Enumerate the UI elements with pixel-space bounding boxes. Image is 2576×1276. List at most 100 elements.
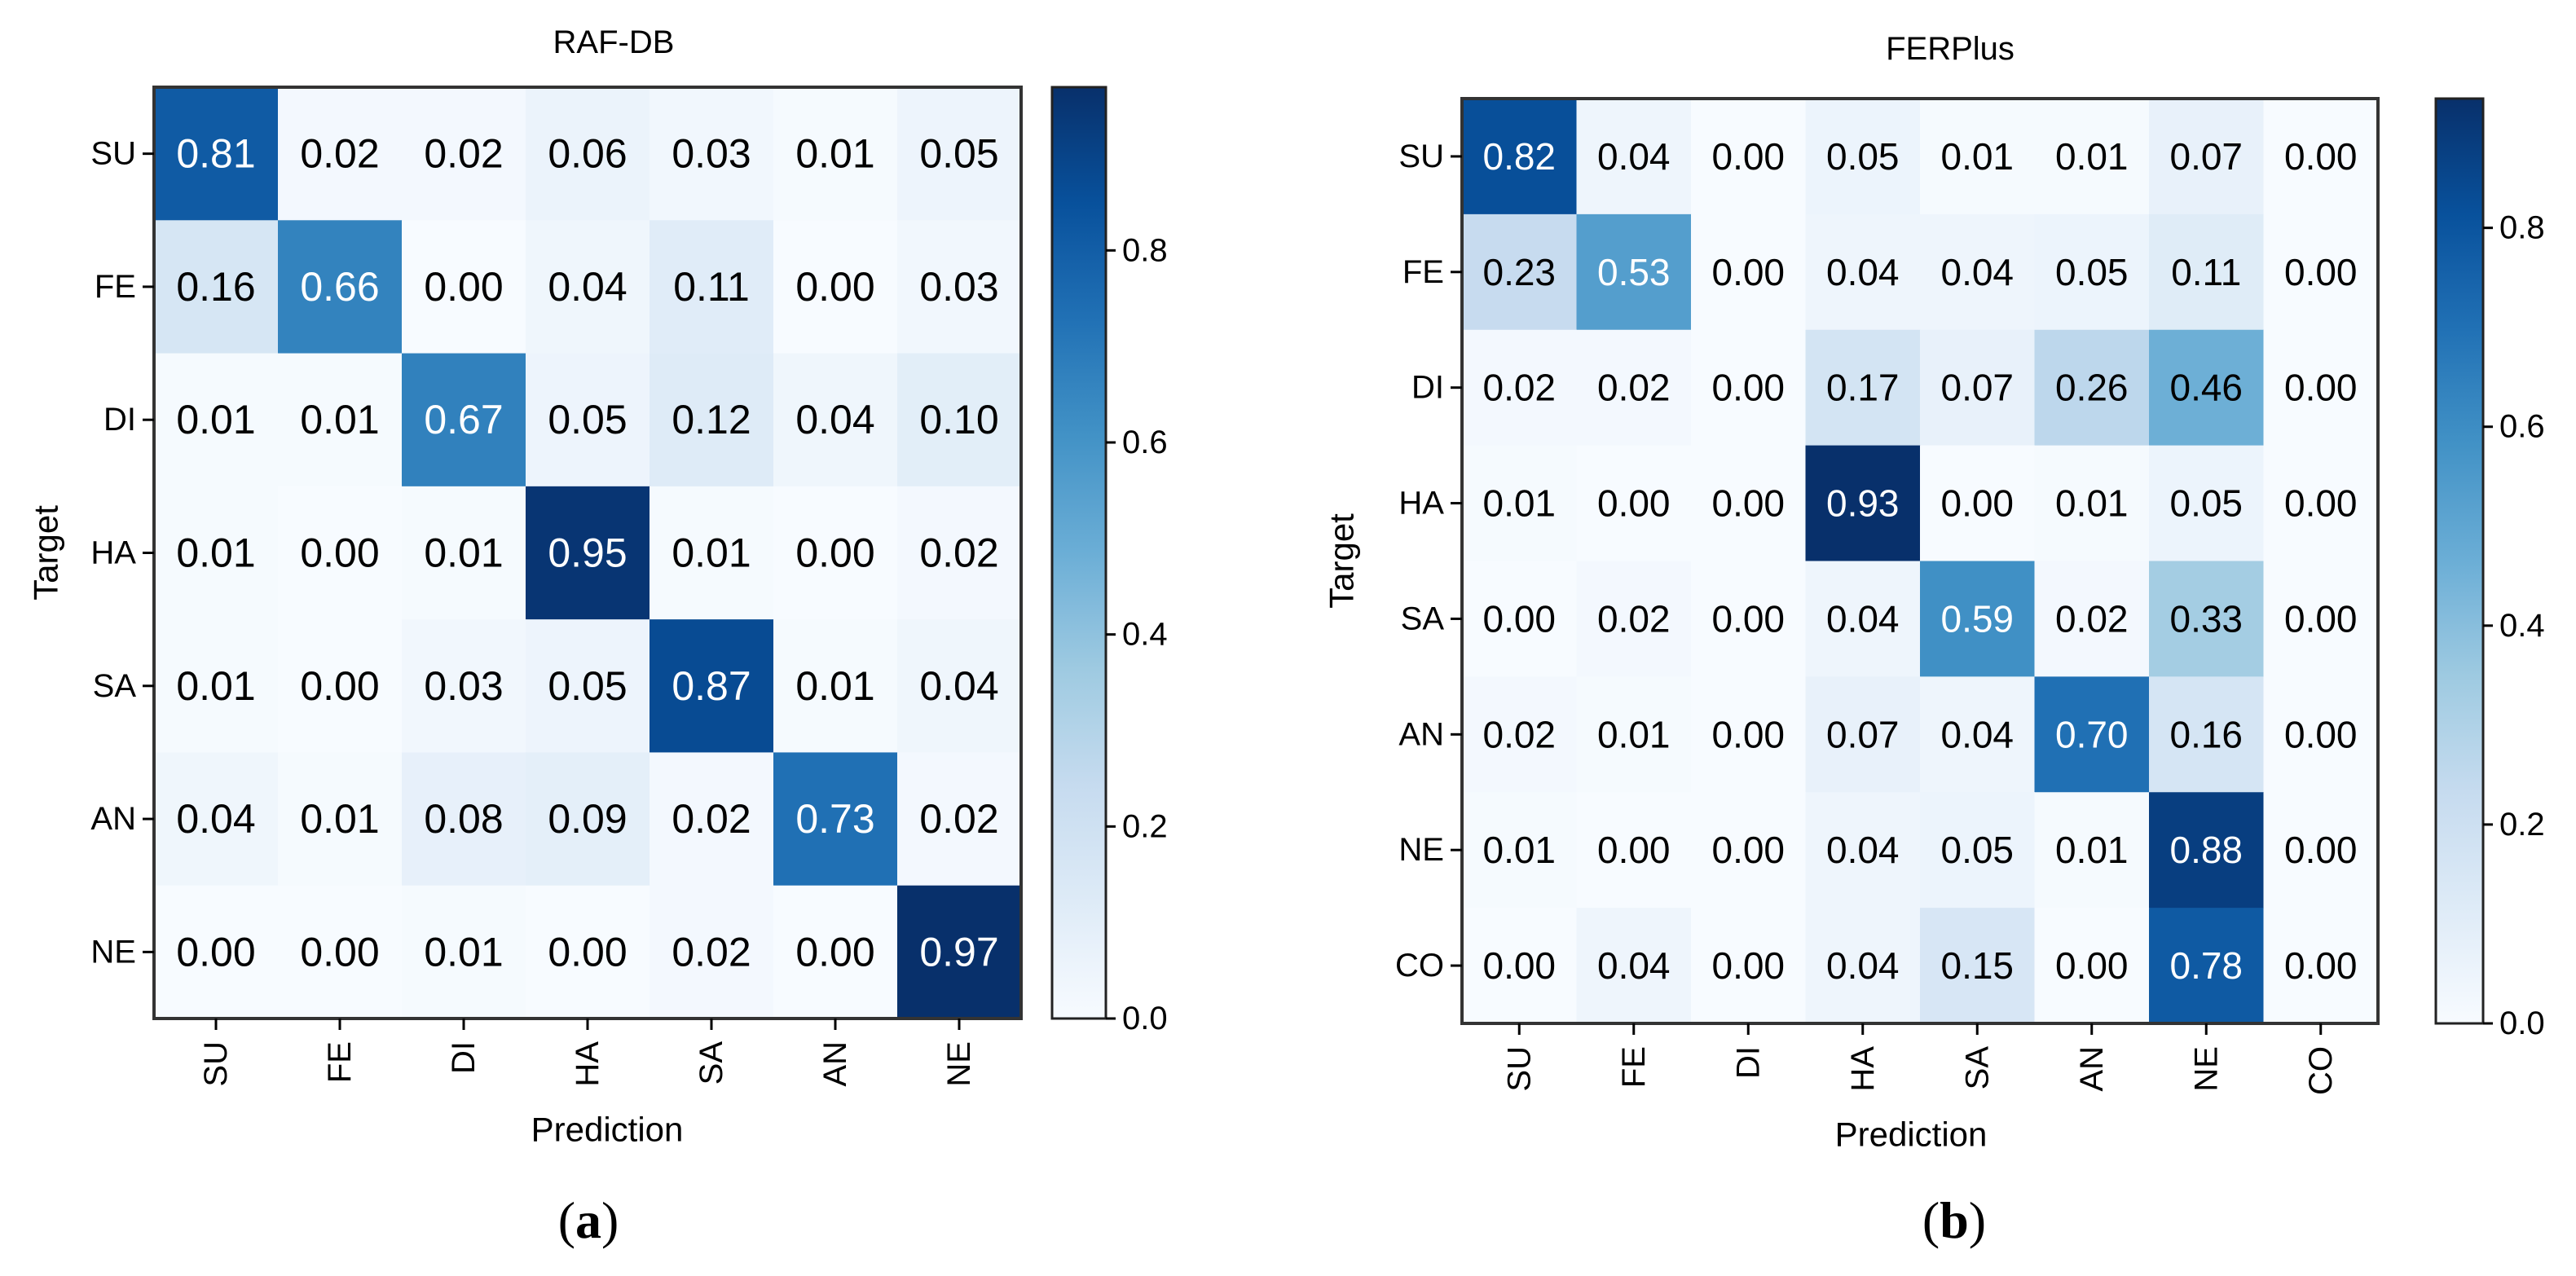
cell-value-label: 0.00: [2055, 944, 2129, 987]
heatmap-cell: [154, 220, 279, 354]
cell-value-label: 0.01: [2055, 829, 2129, 871]
heatmap-cell: [1920, 561, 2035, 677]
cell-value-label: 0.04: [1940, 713, 2014, 755]
cell-value-label: 0.11: [673, 264, 750, 310]
cell-value-label: 0.88: [2169, 829, 2243, 871]
heatmap-cell: [2149, 213, 2264, 331]
cell-value-label: 0.00: [795, 929, 874, 975]
cell-value-label: 0.07: [2169, 135, 2243, 178]
cell-value-label: 0.53: [1597, 251, 1671, 293]
heatmap-cell: [402, 486, 526, 620]
x-tick-label: SA: [1959, 1046, 1995, 1090]
cell-value-label: 0.00: [2284, 597, 2358, 640]
heatmap-cell: [1576, 329, 1692, 447]
cell-value-label: 0.67: [424, 397, 503, 442]
colorbar-tick-label: 0.2: [2499, 807, 2545, 843]
heatmap-cell: [773, 353, 898, 487]
y-tick-label: SA: [93, 668, 137, 704]
cell-value-label: 0.01: [2055, 482, 2129, 525]
heatmap-cell: [154, 353, 279, 487]
x-tick-label: HA: [1845, 1046, 1881, 1092]
heatmap-cell: [1920, 213, 2035, 331]
cell-value-label: 0.33: [2169, 597, 2243, 640]
colorbar-tick-label: 0.2: [1122, 808, 1168, 844]
heatmap-cell: [2034, 213, 2150, 331]
cell-value-label: 0.01: [424, 929, 503, 975]
x-tick-label: CO: [2303, 1046, 2339, 1095]
heatmap-cell: [773, 220, 898, 354]
heatmap-cell: [2149, 329, 2264, 447]
caption-part: a: [575, 1191, 601, 1249]
x-tick-label: SU: [198, 1041, 234, 1087]
x-tick-label: AN: [2074, 1046, 2110, 1092]
heatmap-cell: [1691, 908, 1806, 1024]
cell-value-label: 0.04: [1597, 135, 1671, 178]
cell-value-label: 0.05: [2169, 482, 2243, 525]
cell-value-label: 0.00: [300, 929, 379, 975]
cell-value-label: 0.00: [2284, 482, 2358, 525]
heatmap-cell: [2034, 792, 2150, 909]
cell-value-label: 0.00: [1711, 597, 1785, 640]
cell-value-label: 0.66: [300, 264, 379, 310]
heatmap-cell: [1805, 792, 1921, 909]
cell-value-label: 0.05: [548, 397, 627, 442]
colorbar: [1050, 86, 1107, 1020]
cell-value-label: 0.04: [1597, 944, 1671, 987]
cell-value-label: 0.04: [1940, 251, 2014, 293]
cell-value-label: 0.59: [1940, 597, 2014, 640]
cell-value-label: 0.00: [1711, 482, 1785, 525]
x-tick-label: HA: [570, 1041, 605, 1087]
cell-value-label: 0.04: [176, 796, 255, 842]
cell-value-label: 0.05: [2055, 251, 2129, 293]
heatmap-cell: [402, 353, 526, 487]
heatmap-cell: [2034, 561, 2150, 677]
cell-value-label: 0.00: [1711, 367, 1785, 409]
cell-value-label: 0.01: [300, 397, 379, 442]
heatmap-cell: [773, 752, 898, 887]
cell-value-label: 0.05: [1940, 829, 2014, 871]
cell-value-label: 0.00: [1711, 713, 1785, 755]
plot-frame: [1460, 97, 2380, 1025]
heatmap-cell: [278, 619, 403, 753]
y-tick-label: FE: [1402, 254, 1444, 290]
heatmap-cell: [1576, 99, 1692, 215]
chart-title: FERPlus: [1886, 31, 2015, 67]
cell-value-label: 0.26: [2055, 367, 2129, 409]
cell-value-label: 0.15: [1940, 944, 2014, 987]
cell-value-label: 0.00: [1711, 829, 1785, 871]
cell-value-label: 0.78: [2169, 944, 2243, 987]
heatmap-cell: [2263, 561, 2379, 677]
y-axis-label: Target: [27, 505, 65, 601]
cell-value-label: 0.09: [548, 796, 627, 842]
cell-value-label: 0.04: [919, 663, 998, 709]
cell-value-label: 0.01: [1940, 135, 2014, 178]
cell-value-label: 0.16: [2169, 713, 2243, 755]
cell-value-label: 0.01: [795, 663, 874, 709]
cell-value-label: 0.01: [1482, 829, 1556, 871]
y-tick-label: HA: [1398, 486, 1444, 521]
cell-value-label: 0.05: [548, 663, 627, 709]
cell-value-label: 0.01: [795, 131, 874, 177]
heatmap-cell: [1691, 792, 1806, 909]
heatmap-cell: [1576, 213, 1692, 331]
heatmap-cell: [2149, 99, 2264, 215]
y-tick-label: SA: [1401, 601, 1445, 636]
heatmap-cell: [2034, 99, 2150, 215]
heatmap-cell: [278, 752, 403, 887]
cell-value-label: 0.01: [176, 530, 255, 576]
heatmap-cell: [1805, 99, 1921, 215]
x-tick-label: NE: [2188, 1046, 2224, 1092]
cell-value-label: 0.04: [1826, 944, 1900, 987]
heatmap-cell: [1576, 445, 1692, 561]
x-tick-label: AN: [817, 1041, 853, 1087]
cell-value-label: 0.02: [672, 929, 751, 975]
heatmap-cell: [1920, 908, 2035, 1024]
heatmap-cell: [1691, 561, 1806, 677]
heatmap-cell: [1691, 329, 1806, 447]
cell-value-label: 0.16: [176, 264, 255, 310]
x-tick-label: DI: [446, 1041, 482, 1074]
heatmap-cell: [2149, 908, 2264, 1024]
cell-value-label: 0.00: [1711, 135, 1785, 178]
heatmap-cell: [1462, 213, 1577, 331]
heatmap-cell: [278, 353, 403, 487]
